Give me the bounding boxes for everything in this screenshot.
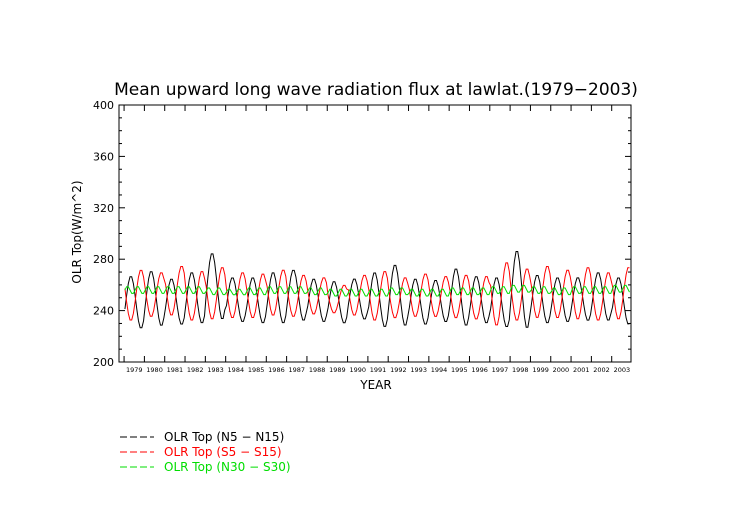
y-tick-label: 240 [93, 305, 114, 318]
chart-title: Mean upward long wave radiation flux at … [114, 80, 638, 100]
x-tick-label: 1993 [410, 366, 427, 374]
plot-area: 200 240 280 320 360 400 1979 1980 1981 1982 1983 19… [93, 99, 632, 374]
series-line-1 [124, 251, 630, 329]
x-tick-label: 1979 [126, 366, 143, 374]
x-tick-label: 1989 [329, 366, 346, 374]
x-tick-label: 1987 [289, 366, 306, 374]
series-line-2 [124, 262, 630, 326]
x-tick-label: 1995 [451, 366, 468, 374]
x-tick-label: 2003 [614, 366, 631, 374]
y-tick-label: 360 [93, 150, 114, 163]
x-tick-label: 1981 [167, 366, 184, 374]
x-tick-label: 1983 [207, 366, 224, 374]
x-tick-label: 1986 [268, 366, 285, 374]
legend: OLR Top (N5 − N15)OLR Top (S5 − S15)OLR … [120, 430, 291, 474]
y-axis-label: OLR Top(W/m^2) [70, 180, 84, 283]
x-tick-label: 1990 [349, 366, 366, 374]
x-tick-label: 1982 [187, 366, 204, 374]
x-tick-label: 2000 [553, 366, 570, 374]
x-tick-label: 1980 [146, 366, 163, 374]
x-tick-label: 1992 [390, 366, 407, 374]
legend-label-2: OLR Top (S5 − S15) [164, 445, 282, 459]
x-axis-label: YEAR [359, 378, 391, 392]
x-tick-label: 1988 [309, 366, 326, 374]
x-tick-label: 2001 [573, 366, 590, 374]
y-tick-label: 320 [93, 202, 114, 215]
x-tick-label: 1998 [512, 366, 529, 374]
y-tick-label: 200 [93, 356, 114, 369]
legend-label-3: OLR Top (N30 − S30) [164, 460, 291, 474]
series-line-3 [124, 284, 630, 297]
legend-label-1: OLR Top (N5 − N15) [164, 430, 284, 444]
x-tick-label: 1997 [492, 366, 509, 374]
x-tick-label: 1985 [248, 366, 265, 374]
x-tick-label: 1984 [228, 366, 245, 374]
x-tick-label: 1994 [431, 366, 448, 374]
x-tick-label: 1999 [532, 366, 549, 374]
x-tick-label: 1996 [471, 366, 488, 374]
x-tick-label: 1991 [370, 366, 387, 374]
y-tick-label: 280 [93, 253, 114, 266]
x-tick-label: 2002 [593, 366, 610, 374]
y-tick-label: 400 [93, 99, 114, 112]
